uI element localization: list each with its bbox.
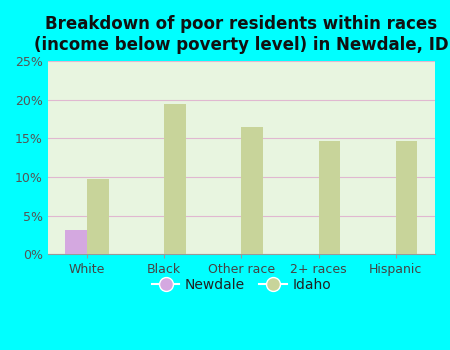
Legend: Newdale, Idaho: Newdale, Idaho <box>146 273 337 298</box>
Bar <box>319 141 340 254</box>
Bar <box>65 230 87 254</box>
Title: Breakdown of poor residents within races
(income below poverty level) in Newdale: Breakdown of poor residents within races… <box>34 15 449 54</box>
Bar <box>241 127 263 254</box>
Bar <box>396 141 418 254</box>
Bar <box>87 179 108 254</box>
Bar <box>164 104 186 254</box>
